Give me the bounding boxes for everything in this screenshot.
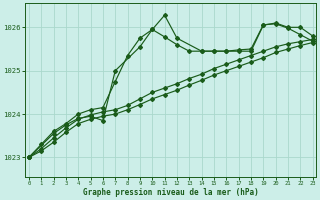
X-axis label: Graphe pression niveau de la mer (hPa): Graphe pression niveau de la mer (hPa) <box>83 188 259 197</box>
